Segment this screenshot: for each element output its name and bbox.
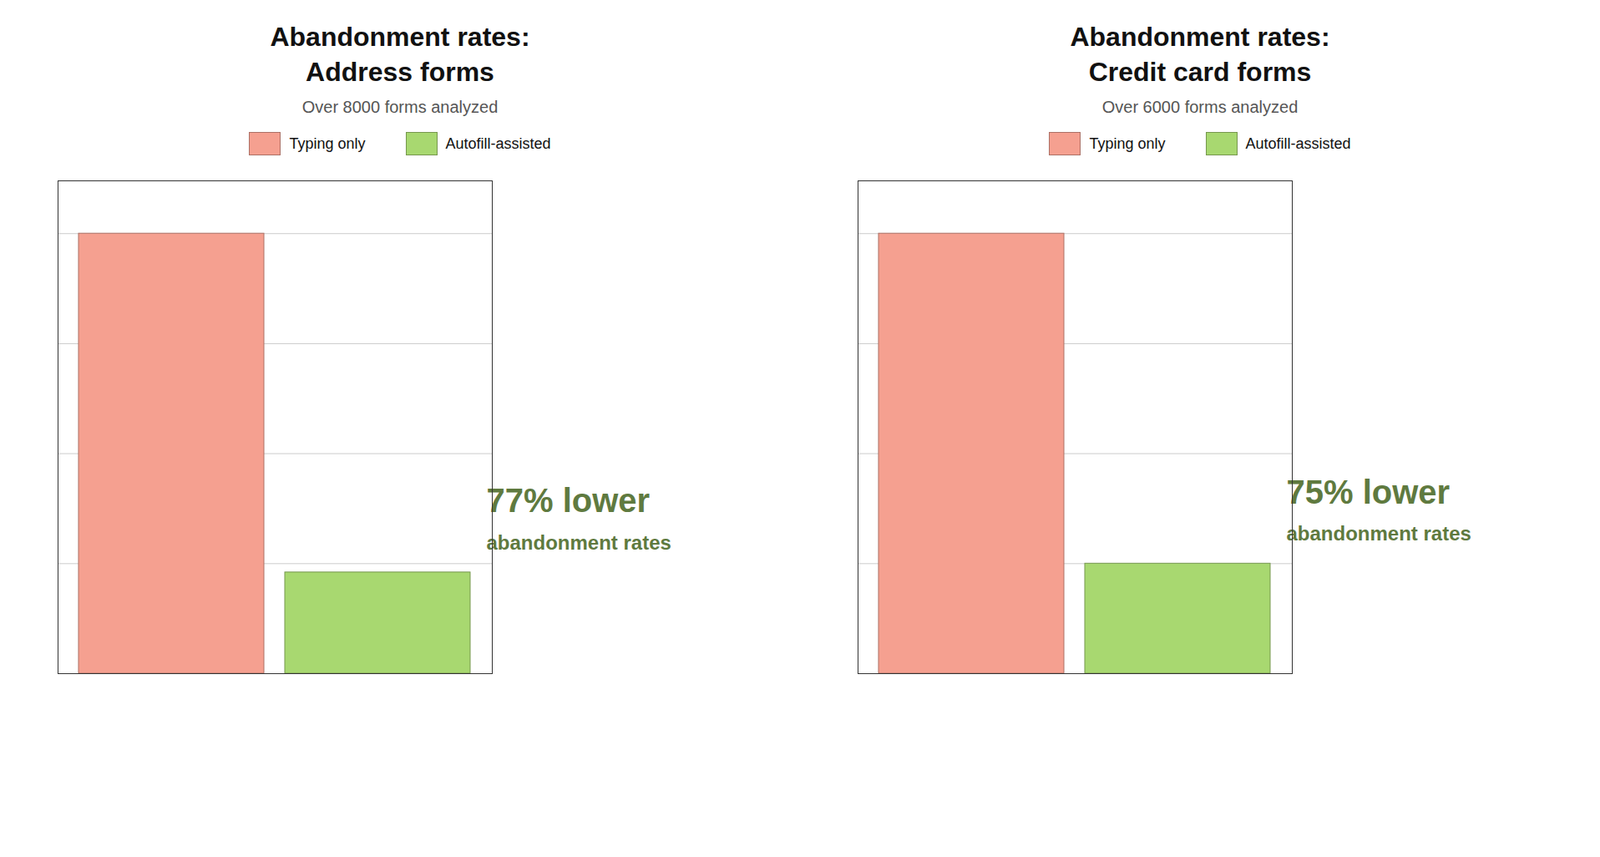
html-text:Abandonment rates: Credit card: Abandonment rates: Credit card forms xyxy=(1070,21,1330,87)
svg-text:abandonment rates: abandonment rates xyxy=(486,531,672,554)
html-text:Abandonment rates: Address for: Abandonment rates: Address forms xyxy=(270,21,530,87)
html-text:Typing only: Typing only xyxy=(1089,135,1166,152)
html-text:Autofill-assisted: Autofill-assisted xyxy=(1245,135,1351,152)
html-text:Over 6000 forms analyzed: Over 6000 forms analyzed xyxy=(1102,97,1298,117)
html-text:Over 8000 forms analyzed: Over 8000 forms analyzed xyxy=(302,97,498,117)
html-text:Autofill-assisted: Autofill-assisted xyxy=(445,135,551,152)
svg-text:75% lower: 75% lower xyxy=(1286,473,1451,511)
html-text:Typing only: Typing only xyxy=(289,135,366,152)
svg-text:abandonment rates: abandonment rates xyxy=(1286,522,1472,546)
svg-text:77% lower: 77% lower xyxy=(486,481,651,519)
